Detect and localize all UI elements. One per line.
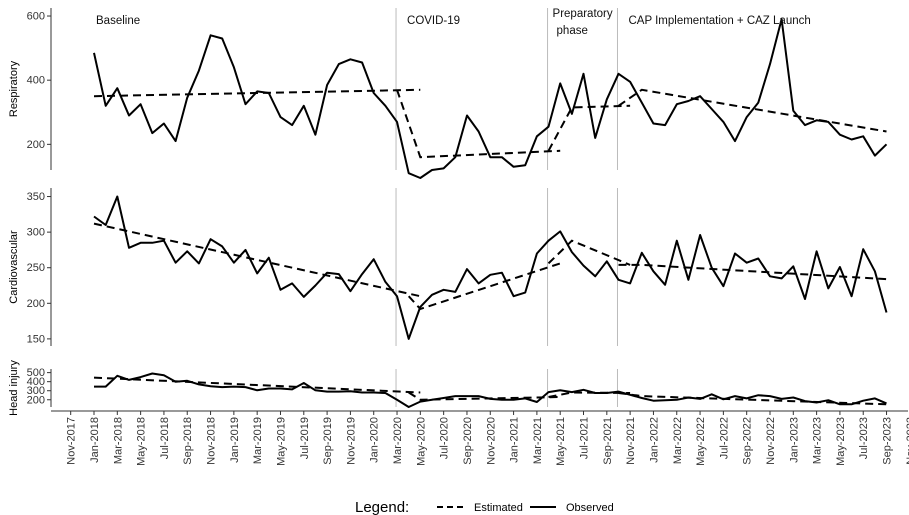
x-tick-label: Jan-2022	[648, 417, 660, 463]
x-tick-label: Jan-2021	[509, 417, 521, 463]
panel-cardiovascular: 150 200 250 300 350 Cardiovascular	[8, 188, 908, 346]
panel-background	[51, 8, 908, 170]
estimated-line	[93, 222, 421, 298]
phase-label: CAP Implementation + CAZ Launch	[628, 15, 810, 27]
x-tick-label: Sep-2021	[602, 417, 614, 465]
x-tick-label: Sep-2018	[182, 417, 194, 465]
estimated-line	[93, 88, 421, 98]
x-tick-label: Sep-2023	[882, 417, 894, 465]
y-tick-label: 300	[27, 227, 45, 239]
y-axis-title: Respiratory	[8, 60, 20, 117]
x-tick-label: May-2022	[695, 417, 707, 466]
x-tick-label: Jul-2021	[579, 417, 591, 459]
x-tick-label: Mar-2020	[392, 417, 404, 464]
panel-background	[51, 188, 908, 346]
estimated-line	[618, 263, 887, 281]
phase-label: phase	[557, 25, 588, 37]
observed-line	[94, 372, 887, 408]
phase-label: Baseline	[96, 15, 140, 27]
x-tick-label: Jul-2018	[159, 417, 171, 459]
chart-panels: 200 400 600 Respiratory Baseline COVID-19 Prep…	[8, 8, 908, 416]
y-axis-title: Head injury	[8, 360, 20, 416]
estimated-line	[93, 376, 421, 394]
x-tick-label: May-2019	[276, 417, 288, 466]
x-tick-label: Jul-2020	[439, 417, 451, 459]
x-tick-label: Mar-2023	[812, 417, 824, 464]
y-tick-label: 400	[27, 376, 45, 388]
y-tick-label: 600	[27, 11, 45, 23]
legend-observed-label: Observed	[566, 502, 614, 514]
x-tick-label: Jul-2023	[858, 417, 870, 459]
x-tick-label: Nov-2022	[765, 417, 777, 465]
x-tick-label: Jul-2022	[718, 417, 730, 459]
legend-estimated-label: Estimated	[474, 502, 523, 514]
x-tick-label: May-2021	[555, 417, 567, 466]
x-tick-label: Nov-2021	[625, 417, 637, 465]
x-tick-label: Jan-2023	[788, 417, 800, 463]
x-tick-label: Mar-2019	[252, 417, 264, 464]
x-tick-label: Jan-2019	[229, 417, 241, 463]
y-tick-label: 200	[27, 139, 45, 151]
x-tick-label: Nov-2017	[66, 417, 78, 465]
x-tick-label: Mar-2022	[672, 417, 684, 464]
x-tick-label: May-2018	[136, 417, 148, 466]
y-tick-label: 150	[27, 333, 45, 345]
x-tick-label: Sep-2020	[462, 417, 474, 465]
estimated-line	[408, 391, 561, 401]
x-tick-label: Jan-2018	[89, 417, 101, 463]
x-axis: Nov-2017 Jan-2018 Mar-2018 May-2018 Jul-2018…	[51, 410, 909, 466]
x-tick-label: Nov-2018	[206, 417, 218, 465]
estimated-line	[617, 88, 887, 133]
y-axis-title: Cardiovascular	[8, 230, 20, 304]
y-tick-label: 500	[27, 367, 45, 379]
x-tick-label: Mar-2018	[112, 417, 124, 464]
y-tick-label: 250	[27, 262, 45, 274]
x-tick-label: May-2020	[415, 417, 427, 466]
y-tick-label: 350	[27, 191, 45, 203]
x-tick-label: Nov-2019	[345, 417, 357, 465]
x-tick-label: Nov-2023	[905, 417, 909, 465]
estimated-line	[396, 89, 561, 159]
y-tick-label: 300	[27, 385, 45, 397]
x-tick-label: Jan-2020	[369, 417, 381, 463]
x-tick-label: Mar-2021	[532, 417, 544, 464]
y-tick-label: 400	[27, 75, 45, 87]
observed-line	[93, 18, 888, 179]
x-tick-label: Nov-2020	[485, 417, 497, 465]
legend: Legend: Estimated Observed	[355, 499, 614, 515]
observed-line	[93, 195, 888, 340]
y-tick-label: 200	[27, 394, 45, 406]
x-tick-label: May-2023	[835, 417, 847, 466]
estimated-line	[548, 391, 631, 398]
phase-label: COVID-19	[407, 15, 460, 27]
panel-respiratory: 200 400 600 Respiratory Baseline COVID-19 Prep…	[8, 8, 908, 179]
estimated-line	[547, 104, 631, 152]
x-tick-label: Sep-2019	[322, 417, 334, 465]
x-tick-label: Jul-2019	[299, 417, 311, 459]
legend-title: Legend:	[355, 499, 409, 515]
x-tick-label: Sep-2022	[742, 417, 754, 465]
y-tick-label: 200	[27, 298, 45, 310]
phase-label: Preparatory	[553, 8, 613, 20]
estimated-line	[547, 239, 631, 266]
